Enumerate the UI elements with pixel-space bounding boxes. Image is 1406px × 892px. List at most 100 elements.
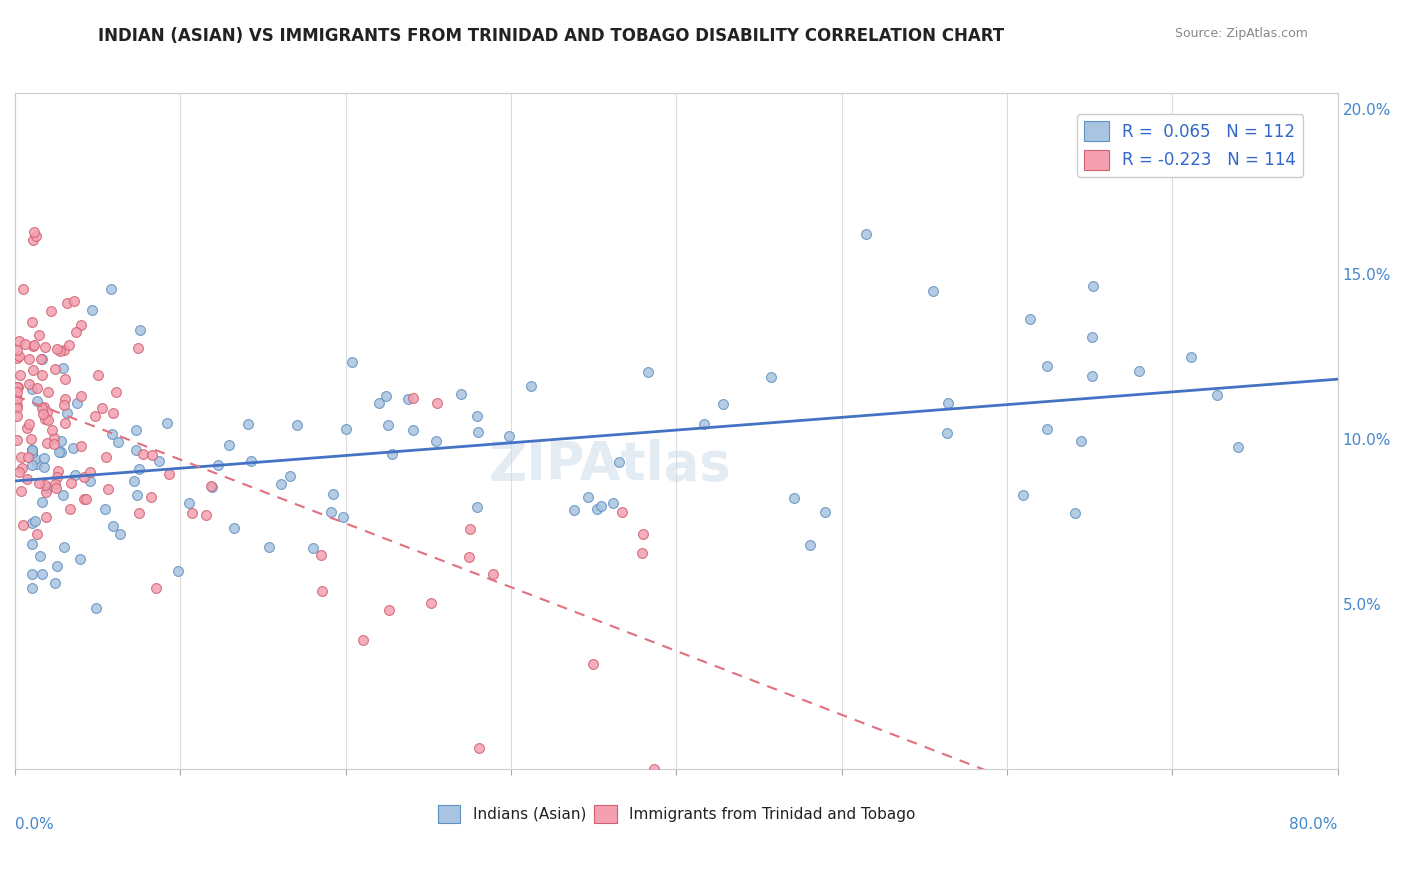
Point (56, 296, 79, 310)
Point (48, 464, 70, 478)
Point (59, 476, 82, 491)
Point (6, 384, 28, 399)
Point (48, 344, 70, 359)
Point (1064, 506, 1087, 520)
Point (377, 417, 399, 432)
Point (24, 514, 46, 528)
Point (194, 508, 217, 523)
Point (25, 526, 48, 541)
Point (576, 490, 599, 504)
Point (380, 447, 402, 461)
Point (125, 488, 148, 502)
Point (32, 407, 55, 421)
Point (20, 443, 42, 458)
Point (1018, 311, 1040, 326)
Point (66, 396, 89, 410)
Point (17, 417, 39, 432)
Point (132, 447, 155, 461)
Point (637, 366, 659, 380)
Point (122, 474, 145, 488)
Point (1081, 330, 1104, 344)
Point (52, 361, 75, 376)
Point (6, 409, 28, 423)
Text: ZIPAtlas: ZIPAtlas (489, 439, 731, 491)
Point (589, 499, 612, 513)
Point (35, 481, 58, 495)
Point (179, 496, 201, 510)
Point (41, 423, 63, 437)
Point (145, 582, 167, 596)
Point (58, 338, 80, 352)
Point (458, 550, 481, 565)
Point (425, 434, 447, 449)
Point (84, 601, 107, 615)
Point (332, 509, 354, 524)
Point (87, 368, 110, 382)
Text: 80.0%: 80.0% (1289, 817, 1337, 831)
Point (59, 501, 82, 516)
Point (20, 382, 42, 396)
Point (11, 518, 34, 533)
Point (80, 302, 103, 317)
Point (69, 440, 91, 454)
Point (321, 505, 343, 519)
Point (31, 368, 53, 382)
Point (103, 519, 125, 533)
Point (10, 450, 32, 464)
Point (30, 352, 52, 367)
Point (6, 433, 28, 447)
Point (814, 505, 837, 519)
Point (10, 484, 32, 499)
Point (48, 445, 70, 459)
Point (105, 385, 128, 400)
Point (20, 516, 42, 530)
Point (426, 396, 449, 410)
Point (402, 391, 425, 405)
Point (27, 394, 49, 409)
Point (311, 583, 333, 598)
Point (56, 406, 79, 420)
Point (79, 465, 101, 479)
Point (21, 536, 44, 550)
Point (238, 417, 260, 431)
Point (100, 282, 122, 296)
Point (69, 389, 91, 403)
Point (107, 435, 129, 450)
Point (141, 448, 163, 462)
Point (783, 491, 806, 505)
Point (799, 538, 821, 552)
Point (124, 443, 146, 458)
Point (49, 444, 72, 458)
Point (8, 465, 31, 479)
Point (15, 421, 38, 435)
Point (207, 458, 229, 472)
Point (8, 368, 31, 382)
Point (37, 436, 59, 450)
Point (28, 475, 51, 490)
Point (22, 363, 45, 377)
Point (936, 426, 959, 441)
Point (44, 476, 66, 491)
Point (1080, 368, 1102, 383)
Point (1036, 422, 1059, 436)
Point (14, 337, 37, 351)
Point (855, 227, 877, 242)
Point (148, 454, 170, 468)
Point (6, 398, 28, 412)
Point (200, 479, 222, 493)
Legend: Indians (Asian), Immigrants from Trinidad and Tobago: Indians (Asian), Immigrants from Trinida… (432, 798, 921, 830)
Point (24, 451, 46, 466)
Point (27, 328, 49, 343)
Point (309, 548, 332, 562)
Point (84, 409, 107, 424)
Point (285, 417, 308, 432)
Point (37, 413, 59, 427)
Point (34, 411, 56, 425)
Point (7, 380, 30, 394)
Point (6, 392, 28, 406)
Point (20, 582, 42, 596)
Text: Source: ZipAtlas.com: Source: ZipAtlas.com (1174, 27, 1308, 40)
Point (53, 343, 76, 357)
Point (1070, 434, 1092, 448)
Point (378, 603, 401, 617)
